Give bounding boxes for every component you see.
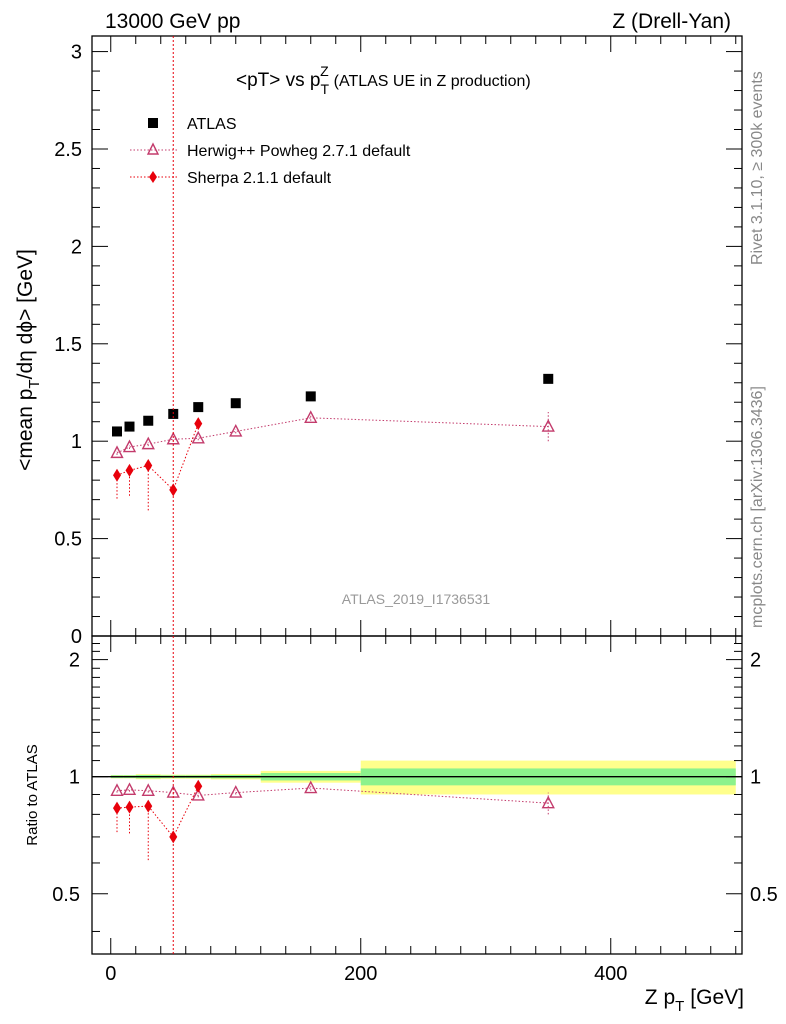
ratio-herwig-point xyxy=(110,783,124,796)
atlas-point xyxy=(112,426,122,437)
x-axis-label-b: [GeV] xyxy=(690,986,744,1009)
herwig-point xyxy=(191,430,205,444)
atlas-point xyxy=(193,402,204,413)
y-axis-label-b: /dη dϕ> [GeV] xyxy=(14,249,37,379)
ratio-y-tick-label-left: 2 xyxy=(69,650,80,672)
plot-title-paren: (ATLAS UE in Z production) xyxy=(334,73,531,90)
sherpa-point xyxy=(194,417,203,431)
legend: ATLAS Herwig++ Powheg 2.7.1 default Sher… xyxy=(130,116,411,187)
atlas-point xyxy=(230,398,241,409)
x-axis-label-sub: T xyxy=(675,998,684,1015)
y-axis-label-sub: T xyxy=(26,379,43,388)
ratio-y-tick-label-right: 2 xyxy=(750,650,761,672)
herwig-point xyxy=(229,423,243,437)
legend-atlas-label: ATLAS xyxy=(187,116,237,133)
plot-title: <pT> vs pTZ (ATLAS UE in Z production) xyxy=(236,63,531,97)
sherpa-point xyxy=(144,459,153,473)
legend-atlas-marker xyxy=(148,118,158,128)
axis-ticks xyxy=(92,36,742,954)
y-tick-label: 1.5 xyxy=(54,334,82,356)
ratio-sherpa-point xyxy=(144,799,153,813)
x-axis-label-a: Z p xyxy=(645,986,675,1009)
ratio-y-axis-label: Ratio to ATLAS xyxy=(24,744,41,845)
herwig-point xyxy=(541,419,555,432)
legend-sherpa-label: Sherpa 2.1.1 default xyxy=(187,170,332,187)
y-tick-label: 0 xyxy=(71,626,82,648)
ratio-herwig-point xyxy=(122,782,137,796)
header-left: 13000 GeV pp xyxy=(105,10,240,33)
legend-herwig-label: Herwig++ Powheg 2.7.1 default xyxy=(187,143,411,160)
ratio-y-tick-label-right: 1 xyxy=(750,767,761,789)
ratio-sherpa-point xyxy=(125,800,134,814)
x-tick-label: 400 xyxy=(594,963,627,985)
ratio-plot-frame xyxy=(91,635,743,955)
plot-title-sup: Z xyxy=(320,63,329,79)
ratio-herwig-point xyxy=(541,795,555,809)
herwig-line xyxy=(116,417,549,454)
y-tick-label: 0.5 xyxy=(54,529,82,551)
ratio-y-tick-label-right: 0.5 xyxy=(750,884,778,906)
herwig-point xyxy=(304,410,318,424)
y-tick-label: 2.5 xyxy=(54,139,82,161)
mcplots-label: mcplots.cern.ch [arXiv:1306.3436] xyxy=(749,386,766,628)
y-axis-label-a: <mean p xyxy=(14,389,37,471)
ratio-y-tick-label-left: 0.5 xyxy=(52,884,80,906)
plot-title-main: <pT> vs p xyxy=(236,70,321,91)
sherpa-point xyxy=(113,468,121,482)
herwig-point xyxy=(166,431,180,445)
atlas-point xyxy=(305,391,316,402)
y-tick-label: 1 xyxy=(71,431,82,453)
ratio-herwig-point xyxy=(141,783,155,796)
ratio-sherpa-point xyxy=(194,779,203,793)
axis-tick-labels: 0 200 400 0 0.5 1 1.5 2 2.5 3 0.5 0.5 1 1 2 2 xyxy=(52,42,778,985)
ratio-herwig-point xyxy=(304,780,318,794)
sherpa-line xyxy=(116,423,199,491)
herwig-point xyxy=(122,439,137,453)
ratio-y-tick-label-left: 1 xyxy=(69,767,80,789)
herwig-point xyxy=(110,445,124,459)
atlas-point xyxy=(124,421,135,432)
atlas-point xyxy=(143,415,154,426)
analysis-watermark: ATLAS_2019_I1736531 xyxy=(342,591,491,607)
y-tick-label: 3 xyxy=(71,42,82,64)
x-axis-label: Z pT [GeV] xyxy=(645,986,744,1015)
sherpa-point xyxy=(125,463,134,477)
ratio-herwig-point xyxy=(191,787,205,801)
ratio-sherpa-line xyxy=(116,786,199,838)
ratio-sherpa-point xyxy=(113,801,121,815)
x-tick-label: 200 xyxy=(344,963,377,985)
plot-title-sub: T xyxy=(321,81,330,97)
y-tick-label: 2 xyxy=(71,236,82,258)
x-tick-label: 0 xyxy=(105,963,116,985)
atlas-point xyxy=(543,373,554,384)
rivet-label: Rivet 3.1.10, ≥ 300k events xyxy=(749,71,766,265)
ratio-herwig-point xyxy=(229,785,243,798)
atlas-uncertainty-bands xyxy=(92,760,742,795)
y-axis-label: <mean pT/dη dϕ> [GeV] xyxy=(14,249,43,471)
legend-herwig-marker xyxy=(146,142,160,155)
legend-sherpa-marker xyxy=(149,171,157,183)
herwig-point xyxy=(141,436,155,450)
header-right: Z (Drell-Yan) xyxy=(612,10,731,33)
